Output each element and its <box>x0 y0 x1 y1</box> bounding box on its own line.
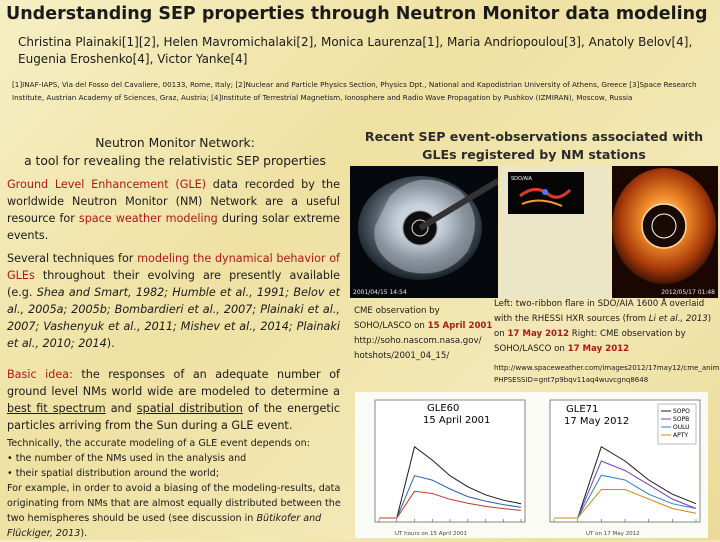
left-heading-line-2: a tool for revealing the relativistic SE… <box>24 154 326 168</box>
gle60-plot: GLE60 15 April 2001 UT hours on 15 April… <box>355 392 533 538</box>
series-line-1 <box>379 445 522 519</box>
bullet-2: • their spatial distribution around the … <box>7 468 220 479</box>
lasco-cme-image-2012: 2012/05/17 01:48 <box>612 166 718 298</box>
caption-left-date: 15 April 2001 <box>427 321 493 331</box>
model-text: For example, in order to avoid a biasing… <box>7 483 341 524</box>
gle-paragraph: Ground Level Enhancement (GLE) data reco… <box>7 176 340 244</box>
authors: Christina Plainaki[1][2], Helen Mavromic… <box>18 35 693 66</box>
flare-graphic: SDO/AIA <box>500 166 610 298</box>
legend-label: APTY <box>673 432 688 439</box>
modeling-term: modeling the dynamical behavior of GLEs <box>7 252 340 282</box>
caption-right-date-2: 17 May 2012 <box>567 344 630 354</box>
series-line-2 <box>379 475 522 519</box>
gle-text: data recorded by the worldwide Neutron M… <box>7 178 340 225</box>
svg-text:SDO/AIA: SDO/AIA <box>511 176 533 182</box>
gle60-svg: GLE60 15 April 2001 UT hours on 15 April… <box>374 399 526 537</box>
caption-left-text: CME observation by SOHO/LASCO on <box>354 306 440 331</box>
gle-term: Ground Level Enhancement (GLE) <box>7 178 207 191</box>
tech-text-mid: throughout their evolving are presently … <box>7 269 340 299</box>
spatial-distribution-term: spatial distribution <box>136 402 243 415</box>
plot1-title-2: 15 April 2001 <box>423 415 490 426</box>
tech-references: Shea and Smart, 1982; Humble et al., 199… <box>7 286 340 350</box>
best-fit-term: best fit spectrum <box>7 402 106 415</box>
caption-cme-2001: CME observation by SOHO/LASCO on 15 Apri… <box>354 304 494 364</box>
image-timestamp-2012: 2012/05/17 01:48 <box>661 289 715 296</box>
idea-text: the responses of an adequate number of g… <box>7 368 340 398</box>
space-weather-term: space weather modeling <box>78 212 218 225</box>
caption-right-date-1: 17 May 2012 <box>507 329 569 339</box>
modeling-paragraph: Technically, the accurate modeling of a … <box>7 436 343 541</box>
series-line-3 <box>379 490 522 519</box>
idea-and: and <box>105 402 137 415</box>
basic-idea-label: Basic idea: <box>7 368 73 381</box>
cme-2001-graphic <box>350 166 498 298</box>
caption-right-text: Left: two-ribbon flare in SDO/AIA 1600 Å… <box>494 299 705 324</box>
tech-text-end: ). <box>106 337 115 350</box>
left-section-heading: Neutron Monitor Network: a tool for reve… <box>6 134 344 170</box>
plot2-xlabel: UT on 17 May 2012 <box>586 531 640 537</box>
left-heading-line-1: Neutron Monitor Network: <box>95 136 255 150</box>
techniques-paragraph: Several techniques for modeling the dyna… <box>7 250 340 352</box>
gle-text-end: during solar extreme events. <box>7 212 340 242</box>
plot1-xlabel: UT hours on 15 April 2001 <box>395 531 467 537</box>
caption-right-ref: Li et al., 2013 <box>648 314 708 324</box>
spaceweather-url[interactable]: http://www.spaceweather.com/images2012/1… <box>494 364 720 384</box>
gle71-svg: GLE71 17 May 2012 UT on 17 May 2012 SOPO… <box>549 399 701 537</box>
idea-text-end: of the energetic particles arriving from… <box>7 402 340 432</box>
bullet-1: • the number of the NMs used in the anal… <box>7 453 247 464</box>
tech-text: Several techniques for <box>7 252 138 265</box>
series-line-4 <box>554 489 697 519</box>
caption-left-url[interactable]: http://soho.nascom.nasa.gov/ hotshots/20… <box>354 336 482 361</box>
caption-right-text-2: Right: CME observation by SOHO/LASCO on <box>494 329 686 354</box>
caption-flare-2012: Left: two-ribbon flare in SDO/AIA 1600 Å… <box>494 297 716 357</box>
plot1-title-1: GLE60 <box>427 403 459 414</box>
plot1-frame <box>374 399 526 523</box>
basic-idea-paragraph: Basic idea: the responses of an adequate… <box>7 366 340 434</box>
model-reference: Bütikofer and Flückiger, 2013 <box>7 513 322 539</box>
legend-label: SOPB <box>673 416 689 423</box>
plot2-title-2: 17 May 2012 <box>564 416 629 427</box>
lasco-cme-image-2001: 2001/04/15 14:54 <box>350 166 498 298</box>
image-timestamp-2001: 2001/04/15 14:54 <box>353 289 407 296</box>
plot2-title-1: GLE71 <box>566 404 598 415</box>
gle71-plot: GLE71 17 May 2012 UT on 17 May 2012 SOPO… <box>530 392 708 538</box>
model-text-end: ). <box>80 528 88 539</box>
affiliations: [1]INAF-IAPS, Via del Fosso del Cavalier… <box>12 80 697 102</box>
model-intro: Technically, the accurate modeling of a … <box>7 438 310 449</box>
right-section-heading: Recent SEP event-observations associated… <box>364 129 704 162</box>
legend-label: SOPO <box>673 408 690 415</box>
legend-label: OULU <box>673 424 690 431</box>
cme-2012-graphic <box>612 166 718 298</box>
sdo-aia-flare-image: SDO/AIA <box>500 166 610 298</box>
poster-title: Understanding SEP properties through Neu… <box>6 4 708 24</box>
caption-right-on: ) on <box>494 314 712 339</box>
